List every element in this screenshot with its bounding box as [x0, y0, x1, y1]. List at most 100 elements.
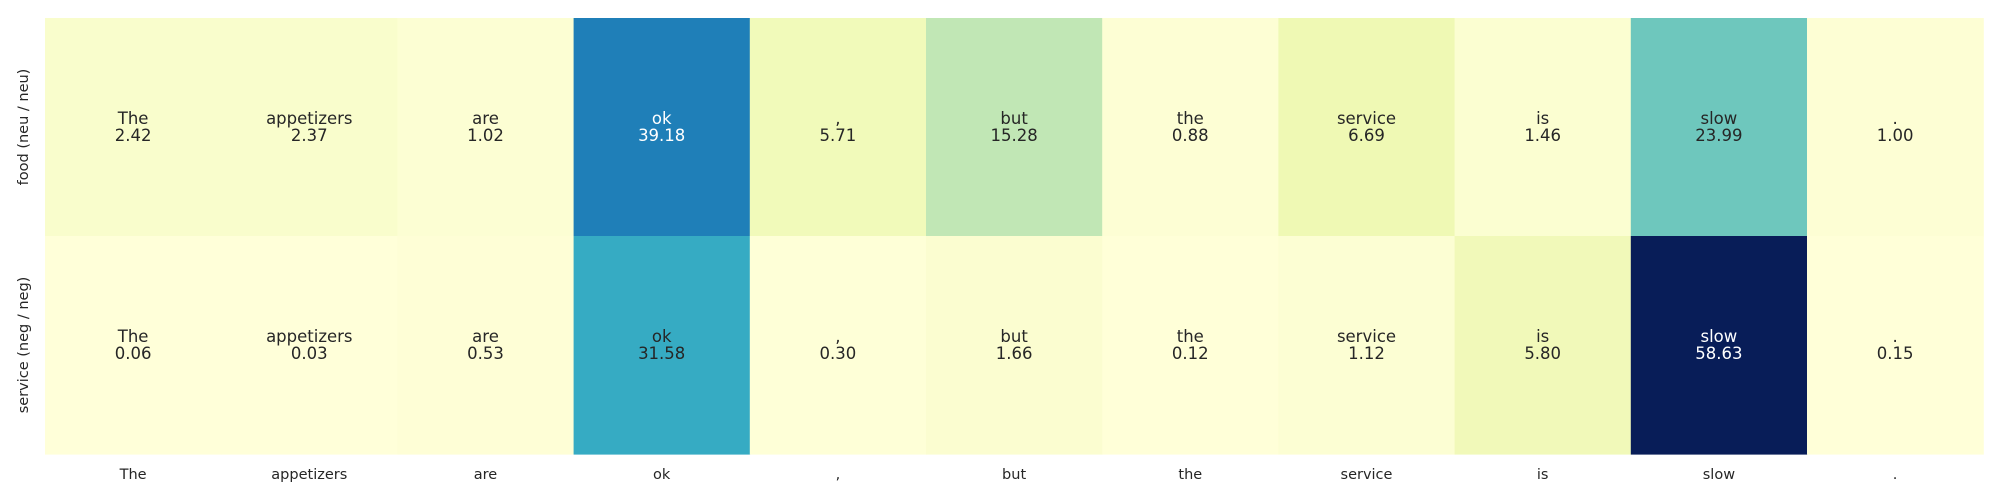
x-tick-label: ok — [653, 467, 671, 483]
x-tick-label: slow — [1703, 467, 1735, 483]
cell-value-label: 0.03 — [291, 344, 328, 363]
cell-token-label: The — [117, 109, 149, 128]
heatmap-cell-rect — [926, 236, 1103, 455]
cell-value-label: 2.42 — [115, 126, 152, 145]
cell-token-label: The — [117, 327, 149, 346]
x-tick-label: , — [836, 467, 841, 483]
cell-token-label: slow — [1701, 109, 1738, 128]
y-tick-label: service (neg / neg) — [16, 277, 32, 414]
cell-value-label: 0.12 — [1172, 344, 1209, 363]
cell-token-label: service — [1337, 327, 1396, 346]
heatmap-cell: ,0.30 — [749, 236, 927, 455]
cell-value-label: 0.88 — [1172, 126, 1209, 145]
cell-token-label: are — [472, 327, 499, 346]
heatmap-cell-rect — [45, 236, 222, 455]
cell-value-label: 23.99 — [1695, 126, 1742, 145]
heatmap-cells: The2.42appetizers2.37are1.02ok39.18,5.71… — [45, 18, 1984, 455]
heatmap-cell-rect — [221, 236, 398, 455]
cell-value-label: 0.30 — [820, 344, 857, 363]
cell-value-label: 0.06 — [115, 344, 152, 363]
cell-value-label: 15.28 — [990, 126, 1037, 145]
heatmap-cell-rect — [1630, 236, 1808, 455]
x-tick-label: the — [1178, 467, 1202, 483]
heatmap-cell-rect — [926, 18, 1103, 237]
cell-token-label: the — [1177, 109, 1204, 128]
cell-token-label: . — [1892, 327, 1897, 346]
heatmap-cell-rect — [1102, 236, 1279, 455]
heatmap-cell-rect — [1454, 236, 1632, 455]
cell-value-label: 1.46 — [1524, 126, 1561, 145]
y-axis-tick-labels: food (neu / neu) service (neg / neg) — [16, 69, 32, 414]
heatmap-cell-rect — [573, 18, 751, 237]
cell-token-label: is — [1536, 327, 1549, 346]
heatmap-cell-rect — [1102, 18, 1279, 237]
cell-token-label: . — [1892, 109, 1897, 128]
cell-value-label: 1.12 — [1348, 344, 1385, 363]
heatmap-cell-rect — [45, 18, 222, 237]
heatmap-cell-rect — [573, 236, 751, 455]
heatmap-cell-rect — [1630, 18, 1808, 237]
cell-token-label: but — [1000, 327, 1028, 346]
heatmap-cell-rect — [1807, 18, 1984, 237]
x-tick-label: service — [1341, 467, 1393, 483]
x-tick-label: are — [474, 467, 498, 483]
x-tick-label: appetizers — [271, 467, 347, 483]
x-tick-label: is — [1537, 467, 1549, 483]
cell-token-label: ok — [652, 109, 672, 128]
cell-value-label: 2.37 — [291, 126, 328, 145]
cell-value-label: 1.02 — [467, 126, 504, 145]
cell-value-label: 0.15 — [1877, 344, 1914, 363]
cell-value-label: 39.18 — [638, 126, 685, 145]
cell-token-label: is — [1536, 109, 1549, 128]
cell-value-label: 5.71 — [820, 126, 857, 145]
heatmap-cell-rect — [1807, 236, 1984, 455]
heatmap-cell: .0.15 — [1807, 236, 1984, 455]
heatmap-cell-rect — [221, 18, 398, 237]
heatmap-cell-rect — [1454, 18, 1632, 237]
heatmap-cell: is5.80 — [1454, 236, 1632, 455]
heatmap-cell: .1.00 — [1807, 18, 1984, 237]
cell-token-label: service — [1337, 109, 1396, 128]
heatmap-cell-rect — [749, 236, 927, 455]
cell-token-label: but — [1000, 109, 1028, 128]
cell-token-label: ok — [652, 327, 672, 346]
cell-token-label: are — [472, 109, 499, 128]
cell-value-label: 1.66 — [996, 344, 1033, 363]
heatmap-cell-rect — [1278, 236, 1456, 455]
x-tick-label: The — [119, 467, 147, 483]
cell-token-label: appetizers — [266, 109, 352, 128]
cell-value-label: 31.58 — [638, 344, 685, 363]
cell-token-label: appetizers — [266, 327, 352, 346]
cell-value-label: 58.63 — [1695, 344, 1742, 363]
heatmap-cell: is1.46 — [1454, 18, 1632, 237]
x-tick-label: . — [1893, 467, 1898, 483]
heatmap-cell-rect — [749, 18, 927, 237]
cell-value-label: 1.00 — [1877, 126, 1914, 145]
heatmap-cell-rect — [397, 18, 575, 237]
cell-token-label: , — [835, 109, 840, 128]
cell-token-label: slow — [1701, 327, 1738, 346]
cell-token-label: , — [835, 327, 840, 346]
cell-value-label: 6.69 — [1348, 126, 1385, 145]
cell-token-label: the — [1177, 327, 1204, 346]
heatmap-cell-rect — [1278, 18, 1456, 237]
y-tick-label: food (neu / neu) — [16, 69, 32, 186]
x-axis-tick-labels: The appetizers are ok, but the service is slow. — [119, 467, 1898, 483]
